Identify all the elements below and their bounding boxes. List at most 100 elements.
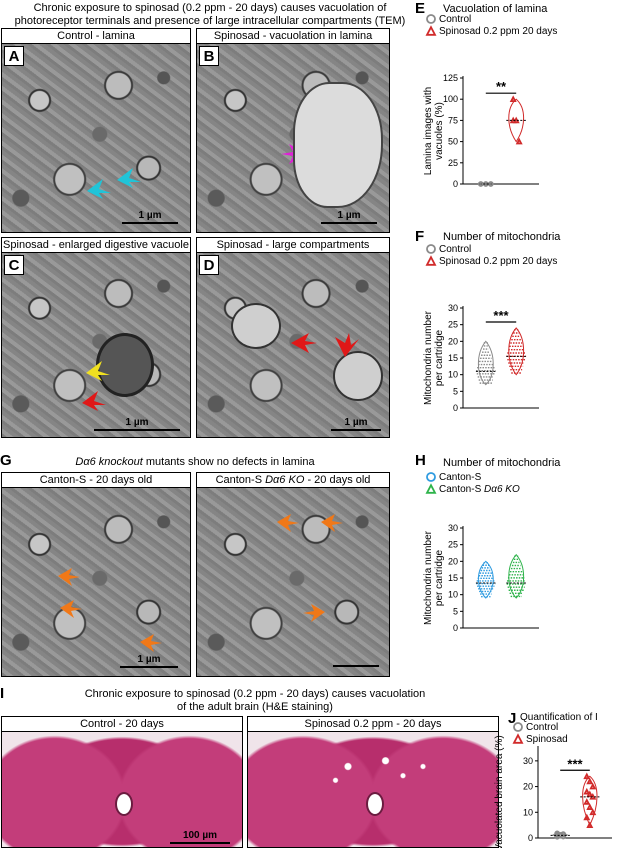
panel-a-title: Control - lamina — [1, 28, 191, 44]
panel-i-title: Chronic exposure to spinosad (0.2 ppm - … — [10, 688, 500, 714]
panel-g-right-title-pre: Canton-S — [215, 474, 266, 486]
data-point-1-0 — [509, 95, 517, 102]
y-tick-label-2: 10 — [448, 590, 458, 600]
data-point-1-0 — [583, 772, 591, 780]
tem-figure-title: Chronic exposure to spinosad (0.2 ppm - … — [0, 2, 420, 28]
legend-label-0: Control — [526, 722, 558, 733]
significance-stars: *** — [493, 308, 509, 323]
panel-i-label: I — [0, 685, 5, 702]
y-tick-label-1: 5 — [453, 386, 458, 396]
panel-e-label: E — [415, 0, 426, 17]
panel-g-left-title: Canton-S - 20 days old — [1, 472, 191, 488]
significance-stars: ** — [496, 79, 507, 94]
panel-g-label: G — [0, 452, 12, 469]
legend-marker-0 — [426, 14, 436, 24]
panel-c-image: C 1 µm — [1, 252, 191, 438]
y-tick-label-6: 30 — [448, 523, 458, 533]
panel-i-title-line-2: of the adult brain (H&E staining) — [177, 701, 333, 713]
magenta-arrow-icon — [281, 144, 307, 164]
panel-i-title-line-1: Chronic exposure to spinosad (0.2 ppm - … — [84, 688, 426, 700]
data-point-1-8 — [589, 808, 597, 816]
y-tick-label-1: 25 — [448, 158, 458, 168]
violin-1 — [508, 553, 525, 599]
y-tick-label-0: 0 — [453, 179, 458, 189]
panel-j-label: J — [508, 710, 517, 727]
data-point-1-3 — [583, 787, 591, 795]
data-point-1-2 — [515, 137, 523, 145]
vacuolation-spots — [248, 732, 498, 847]
data-point-0-9 — [554, 831, 561, 838]
orange-arrow-icon-6 — [303, 604, 325, 622]
data-point-0-0 — [477, 181, 484, 187]
y-axis-label-1: per cartridge — [434, 549, 445, 606]
orange-arrow-icon-1 — [58, 568, 80, 586]
panel-i-right-image — [247, 731, 499, 848]
legend-marker-1 — [425, 483, 437, 494]
panel-g-right-scale-bar — [333, 664, 379, 667]
chart-title: Number of mitochondria — [443, 231, 561, 243]
y-tick-label-2: 50 — [448, 137, 458, 147]
panel-g-title: Dα6 knockout mutants show no defects in … — [0, 456, 390, 469]
red-arrow-icon-c — [82, 391, 106, 411]
panel-c-scale-bar: 1 µm — [94, 417, 180, 431]
y-tick-label-2: 20 — [523, 782, 533, 792]
violin-0 — [477, 340, 494, 386]
orange-arrow-icon-3 — [140, 634, 162, 652]
y-tick-label-4: 100 — [443, 94, 458, 104]
panel-c-letter: C — [4, 255, 24, 275]
panel-a-scale-bar: 1 µm — [122, 210, 178, 224]
y-tick-label-5: 25 — [448, 540, 458, 550]
red-arrow-icon-d2 — [335, 333, 359, 357]
panel-b-image: B 1 µm — [196, 43, 390, 233]
data-point-1-9 — [583, 813, 591, 821]
y-tick-label-1: 10 — [523, 807, 533, 817]
legend-label-0: Control — [439, 244, 471, 255]
y-tick-label-3: 75 — [448, 115, 458, 125]
legend-marker-0 — [513, 722, 523, 732]
orange-arrow-icon-4 — [277, 514, 299, 532]
chart-title: Quantification of I — [520, 712, 598, 723]
y-tick-label-3: 15 — [448, 353, 458, 363]
y-tick-label-2: 10 — [448, 370, 458, 380]
data-point-1-6 — [583, 798, 591, 805]
y-axis-label-1: per cartridge — [434, 329, 445, 386]
red-arrow-icon-d1 — [291, 333, 317, 353]
y-axis-label-0: Lamina images with — [423, 87, 434, 175]
panel-g-right-image — [196, 487, 390, 677]
legend-marker-1 — [425, 255, 437, 266]
data-point-1-2 — [589, 782, 597, 790]
panel-g-left-image: 1 µm — [1, 487, 191, 677]
panel-g-right-title: Canton-S Dα6 KO - 20 days old — [196, 472, 390, 488]
panel-b-scale-bar: 1 µm — [321, 210, 377, 224]
chart-title: Vacuolation of lamina — [443, 3, 548, 15]
y-tick-label-3: 30 — [523, 756, 533, 766]
cyan-arrow-icon — [87, 179, 111, 199]
y-tick-label-4: 20 — [448, 336, 458, 346]
data-point-1-7 — [586, 803, 594, 810]
panel-g-title-italic: Dα6 knockout — [75, 456, 143, 468]
orange-arrow-icon-5 — [321, 514, 343, 532]
panel-i-left-title: Control - 20 days — [1, 716, 243, 732]
y-tick-label-0: 0 — [453, 623, 458, 633]
violin-0 — [477, 560, 494, 599]
y-tick-label-5: 25 — [448, 320, 458, 330]
legend-label-1: Canton-S Dα6 KO — [439, 484, 520, 495]
significance-stars: *** — [567, 756, 583, 771]
legend-marker-1 — [512, 733, 524, 744]
panel-a-letter: A — [4, 46, 24, 66]
panel-g-title-rest: mutants show no defects in lamina — [142, 456, 315, 468]
y-tick-label-0: 0 — [453, 403, 458, 413]
y-axis-label-1: vacuoles (%) — [434, 102, 445, 160]
large-compartment-1 — [231, 303, 281, 349]
panel-g-right-title-post: - 20 days old — [304, 474, 371, 486]
panel-c-title: Spinosad - enlarged digestive vacuole — [1, 237, 191, 253]
data-point-0-8 — [560, 833, 567, 840]
tem-title-line-1: Chronic exposure to spinosad (0.2 ppm - … — [33, 2, 387, 14]
panel-h-label: H — [415, 452, 426, 469]
panel-g-scale-bar: 1 µm — [120, 654, 178, 668]
panel-i-scale-bar: 100 µm — [170, 830, 230, 844]
legend-marker-0 — [426, 244, 436, 254]
y-tick-label-3: 15 — [448, 573, 458, 583]
